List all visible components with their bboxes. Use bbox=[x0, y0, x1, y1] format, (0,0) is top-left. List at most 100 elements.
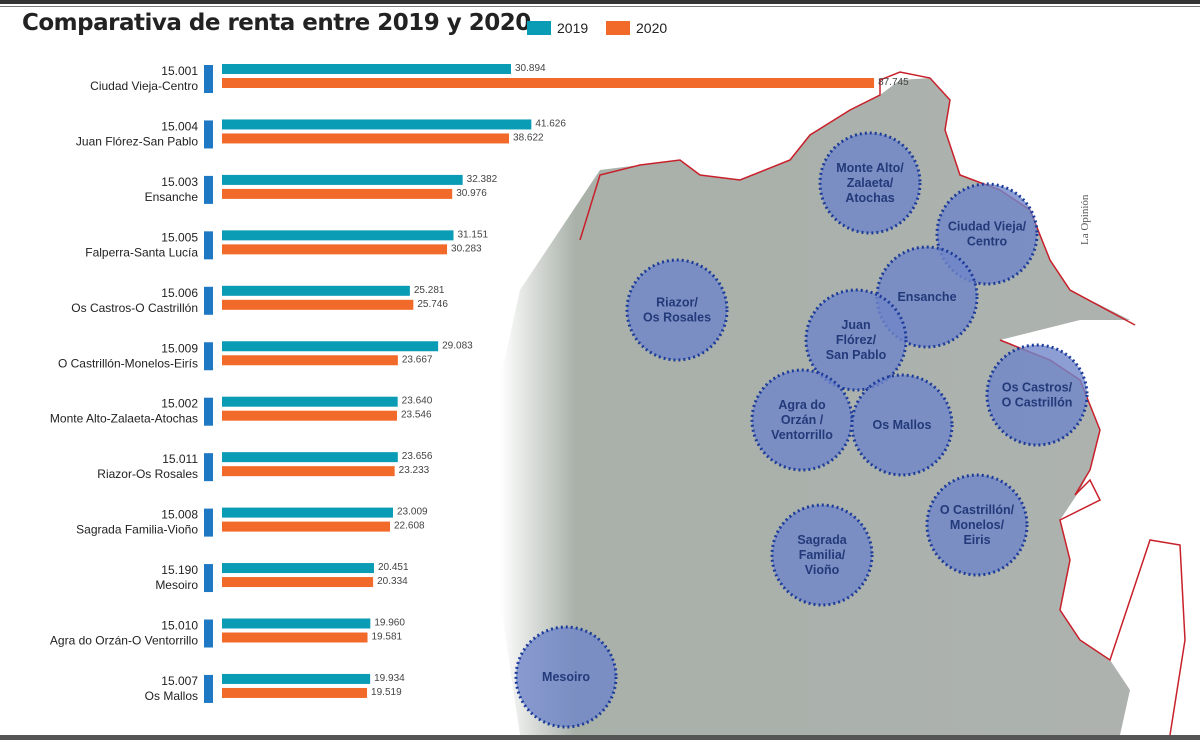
value-label-2020: 87.745 bbox=[878, 77, 909, 88]
bar-2019 bbox=[222, 64, 511, 74]
district-circle: Mesoiro bbox=[514, 625, 618, 729]
district-label: Zalaeta/ bbox=[847, 176, 894, 190]
category-code: 15.190 bbox=[161, 563, 198, 577]
district-circle-shape bbox=[770, 503, 874, 607]
category-name: Mesoiro bbox=[155, 578, 198, 592]
district-circle: O Castrillón/Monelos/Eiris bbox=[925, 473, 1029, 577]
district-label: Atochas bbox=[845, 191, 894, 205]
bar-2020 bbox=[222, 521, 391, 532]
bar-2020 bbox=[222, 577, 374, 588]
value-label-2020: 38.622 bbox=[513, 132, 544, 143]
value-label-2019: 29.083 bbox=[442, 340, 473, 351]
category-marker bbox=[204, 397, 213, 426]
district-circle: Os Castros/O Castrillón bbox=[985, 343, 1089, 447]
bar-2019 bbox=[222, 285, 410, 296]
category-marker bbox=[204, 120, 213, 149]
category-code: 15.006 bbox=[161, 286, 198, 300]
district-label: Monelos/ bbox=[950, 518, 1005, 532]
category-code: 15.008 bbox=[161, 508, 198, 522]
bar-2020 bbox=[222, 355, 398, 366]
category-code: 15.001 bbox=[161, 64, 198, 78]
district-label: Os Castros/ bbox=[1002, 381, 1073, 395]
value-label-2020: 19.519 bbox=[371, 687, 402, 698]
value-label-2019: 25.281 bbox=[414, 285, 445, 296]
category-marker bbox=[204, 231, 213, 260]
district-label: Juan bbox=[841, 318, 870, 332]
bar-2020 bbox=[222, 188, 453, 199]
bar-2020 bbox=[222, 244, 448, 255]
value-label-2020: 23.667 bbox=[402, 354, 433, 365]
credit: La Opinión bbox=[1079, 194, 1091, 245]
category-marker bbox=[204, 564, 213, 593]
category-code: 15.011 bbox=[162, 452, 198, 466]
district-label: Sagrada bbox=[797, 533, 847, 547]
district-label: Ventorrillo bbox=[771, 428, 833, 442]
district-circle-shape bbox=[804, 288, 908, 392]
value-label-2020: 22.608 bbox=[394, 521, 425, 532]
district-label: Agra do bbox=[778, 398, 826, 412]
district-label: Monte Alto/ bbox=[836, 161, 904, 175]
category-name: Monte Alto-Zalaeta-Atochas bbox=[50, 412, 198, 426]
value-label-2019: 23.009 bbox=[397, 507, 428, 518]
bar-2019 bbox=[222, 673, 371, 684]
bar-2019 bbox=[222, 341, 439, 352]
category-name: Os Mallos bbox=[145, 689, 198, 703]
district-label: Mesoiro bbox=[542, 670, 590, 684]
value-label-2020: 30.283 bbox=[451, 243, 482, 254]
bar-2019 bbox=[222, 174, 463, 185]
bar-2019 bbox=[222, 396, 398, 407]
bar-2020 bbox=[222, 466, 395, 477]
value-label-2020: 30.976 bbox=[456, 188, 487, 199]
category-code: 15.005 bbox=[161, 230, 198, 244]
value-label-2020: 23.546 bbox=[401, 410, 432, 421]
top-rule bbox=[0, 0, 1200, 4]
category-code: 15.007 bbox=[161, 674, 198, 688]
bar-2019 bbox=[222, 230, 454, 241]
category-name: Falperra-Santa Lucía bbox=[85, 245, 198, 259]
district-label: Os Mallos bbox=[872, 418, 931, 432]
district-circle: Riazor/Os Rosales bbox=[625, 258, 729, 362]
bar-2019 bbox=[222, 119, 532, 130]
value-label-2019: 23.640 bbox=[402, 396, 433, 407]
district-circle-shape bbox=[925, 473, 1029, 577]
legend-label-2019: 2019 bbox=[557, 20, 589, 36]
district-circle-shape bbox=[985, 343, 1089, 447]
category-code: 15.010 bbox=[161, 619, 198, 633]
category-marker bbox=[204, 508, 213, 537]
category-marker bbox=[204, 453, 213, 482]
value-label-2019: 30.894 bbox=[515, 63, 546, 74]
district-label: O Castrillón/ bbox=[940, 503, 1015, 517]
category-name: Agra do Orzán-O Ventorrillo bbox=[50, 634, 198, 648]
bar-2019 bbox=[222, 452, 398, 463]
value-label-2019: 20.451 bbox=[378, 562, 409, 573]
district-circle: Monte Alto/Zalaeta/Atochas bbox=[818, 131, 922, 235]
bar-2020 bbox=[222, 78, 875, 88]
bar-2019 bbox=[222, 507, 393, 518]
legend-swatch-2020 bbox=[606, 21, 630, 35]
district-label: Vioño bbox=[805, 563, 840, 577]
category-marker bbox=[204, 65, 213, 93]
category-name: Ciudad Vieja-Centro bbox=[90, 79, 198, 93]
district-label: San Pablo bbox=[826, 348, 887, 362]
category-name: Riazor-Os Rosales bbox=[97, 467, 198, 481]
bar-2020 bbox=[222, 687, 368, 698]
chart-title: Comparativa de renta entre 2019 y 2020 bbox=[22, 10, 531, 36]
district-circle: Os Mallos bbox=[850, 373, 954, 477]
legend-2020: 2020 bbox=[606, 20, 667, 36]
value-label-2020: 23.233 bbox=[399, 465, 430, 476]
district-label: Os Rosales bbox=[643, 311, 711, 325]
category-marker bbox=[204, 674, 213, 703]
bar-2020 bbox=[222, 632, 368, 643]
